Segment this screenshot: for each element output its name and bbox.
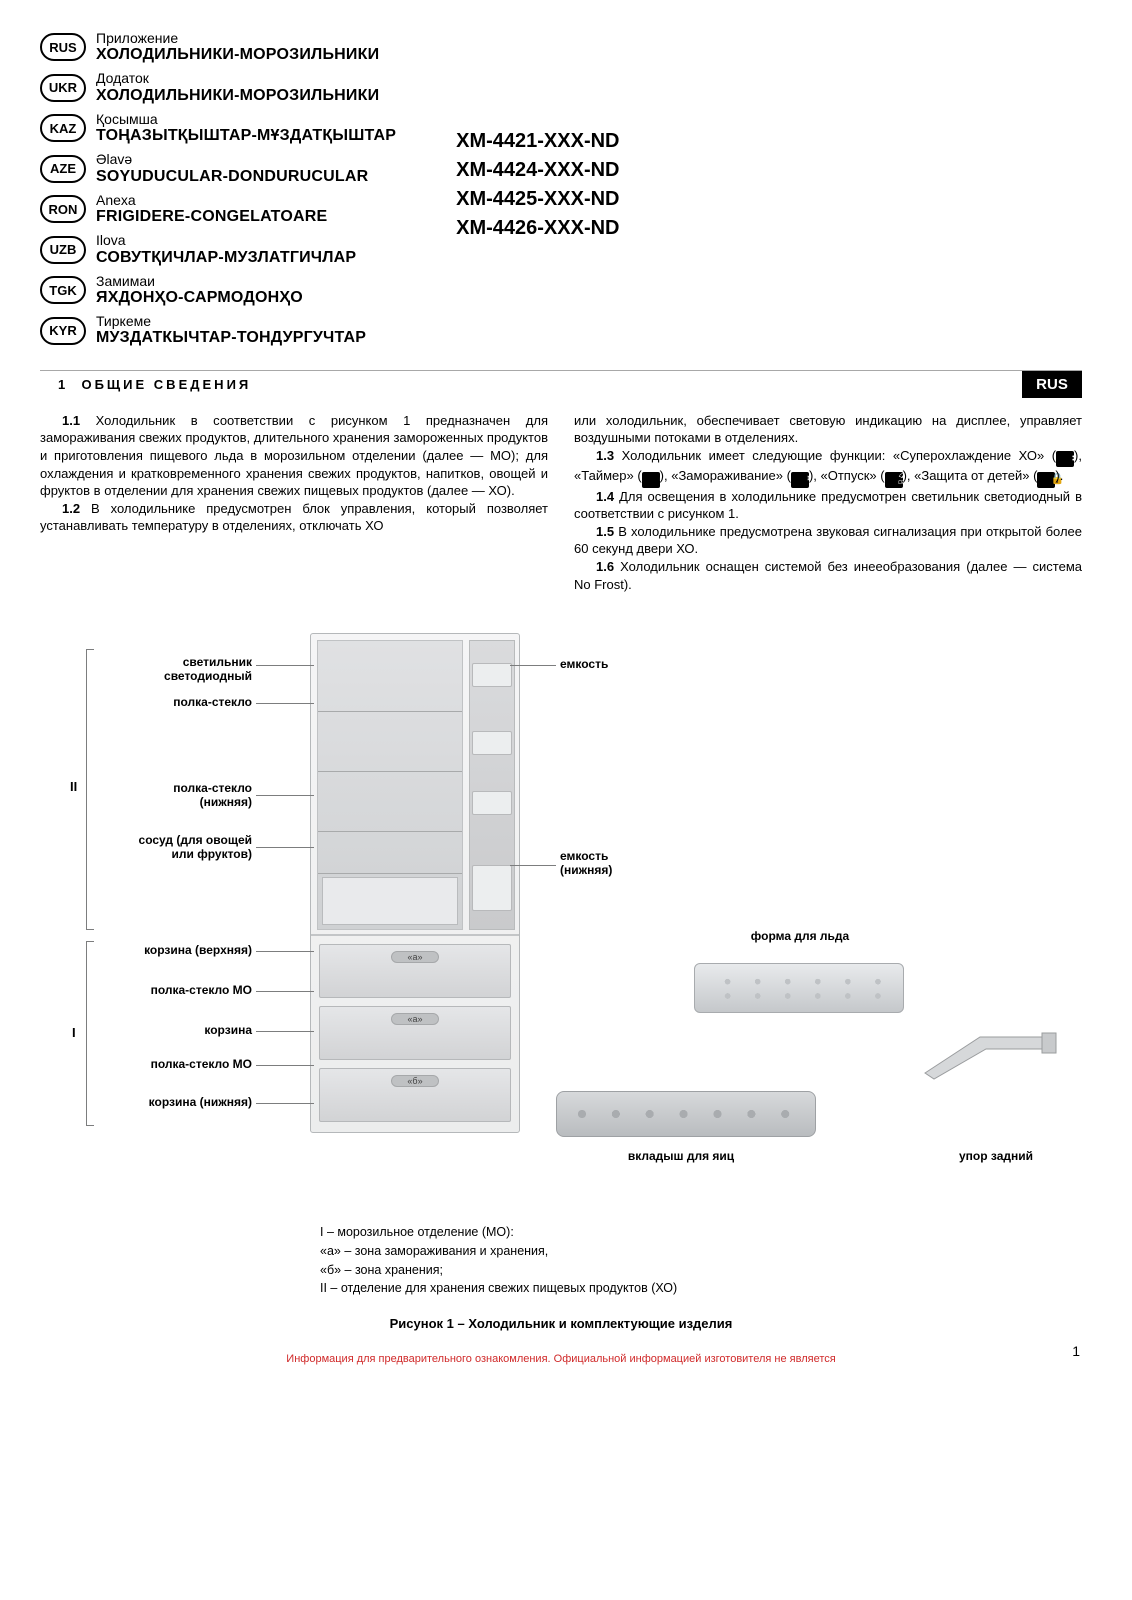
model-number: ХМ-4424-ХХХ-ND <box>456 159 619 182</box>
callout-egg: вкладыш для яиц <box>596 1149 766 1163</box>
callout-shelf-low: полка-стекло (нижняя) <box>112 781 252 809</box>
freeze-icon: ❄ <box>791 472 809 488</box>
ice-tray-illustration <box>694 963 904 1013</box>
fridge-illustration: «а» «а» «б» <box>310 633 520 1133</box>
callout-ice: форма для льда <box>700 929 900 943</box>
section-lang-tag: RUS <box>1022 371 1082 398</box>
lang-row: UKR Додаток ХОЛОДИЛЬНИКИ-МОРОЗИЛЬНИКИ <box>40 70 396 104</box>
lang-row: RON Anexa FRIGIDERE-CONGELATOARE <box>40 192 396 226</box>
lang-row: RUS Приложение ХОЛОДИЛЬНИКИ-МОРОЗИЛЬНИКИ <box>40 30 396 64</box>
disclaimer: Информация для предварительного ознакомл… <box>40 1353 1082 1365</box>
stopper-illustration <box>920 1031 1060 1081</box>
childlock-icon: 🔒 <box>1037 472 1055 488</box>
model-list: ХМ-4421-ХХХ-ND ХМ-4424-ХХХ-ND ХМ-4425-ХХ… <box>396 30 619 240</box>
section-title: 1 ОБЩИЕ СВЕДЕНИЯ <box>40 371 1022 398</box>
lang-badge: RUS <box>40 33 86 61</box>
header-block: RUS Приложение ХОЛОДИЛЬНИКИ-МОРОЗИЛЬНИКИ… <box>40 30 1082 348</box>
callout-shelf: полка-стекло <box>112 695 252 709</box>
egg-tray-illustration <box>556 1091 816 1137</box>
vacation-icon: ⛱ <box>885 472 903 488</box>
callout-led: светильник светодиодный <box>112 655 252 683</box>
callout-container: емкость <box>560 657 608 671</box>
lang-badge: TGK <box>40 276 86 304</box>
lang-badge: RON <box>40 195 86 223</box>
lang-row: AZE Əlavə SOYUDUCULAR-DONDURUCULAR <box>40 151 396 185</box>
page-number: 1 <box>1072 1343 1080 1359</box>
callout-stopper: упор задний <box>936 1149 1056 1163</box>
section-bar: 1 ОБЩИЕ СВЕДЕНИЯ RUS <box>40 370 1082 398</box>
callout-basket: корзина <box>102 1023 252 1037</box>
callout-basket-low: корзина (нижняя) <box>102 1095 252 1109</box>
callout-basket-top: корзина (верхняя) <box>102 943 252 957</box>
lang-big: ХОЛОДИЛЬНИКИ-МОРОЗИЛЬНИКИ <box>96 46 379 64</box>
figure-caption: Рисунок 1 – Холодильник и комплектующие … <box>40 1316 1082 1331</box>
model-number: ХМ-4421-ХХХ-ND <box>456 130 619 153</box>
callout-container-low: емкость (нижняя) <box>560 849 612 877</box>
lang-row: TGK Замимаи ЯХДОНҲО-САРМОДОНҲО <box>40 273 396 307</box>
lang-row: KYR Тиркеме МУЗДАТКЫЧТАР-ТОНДУРГУЧТАР <box>40 313 396 347</box>
lang-small: Приложение <box>96 30 379 46</box>
supercool-icon: ✻ <box>1056 451 1074 467</box>
language-list: RUS Приложение ХОЛОДИЛЬНИКИ-МОРОЗИЛЬНИКИ… <box>40 30 396 348</box>
callout-shelf-mo2: полка-стекло МО <box>102 1057 252 1071</box>
model-number: ХМ-4426-ХХХ-ND <box>456 217 619 240</box>
lang-badge: AZE <box>40 155 86 183</box>
lang-badge: UKR <box>40 74 86 102</box>
lang-badge: KYR <box>40 317 86 345</box>
callout-veg: сосуд (для овощей или фруктов) <box>102 833 252 861</box>
figure-1: II I «а» «а» «б» <box>40 633 1082 1193</box>
callout-shelf-mo: полка-стекло МО <box>102 983 252 997</box>
roman-1: I <box>72 1025 76 1040</box>
model-number: ХМ-4425-ХХХ-ND <box>456 188 619 211</box>
body-text: 1.1 Холодильник в соответствии с рисунко… <box>40 412 1082 593</box>
lang-row: UZB Ilova СОВУТҚИЧЛАР-МУЗЛАТГИЧЛАР <box>40 232 396 266</box>
lang-badge: KAZ <box>40 114 86 142</box>
timer-icon: ◔ <box>642 472 660 488</box>
lang-row: KAZ Қосымша ТОҢАЗЫТҚЫШТАР-МҰЗДАТҚЫШТАР <box>40 111 396 145</box>
lang-badge: UZB <box>40 236 86 264</box>
figure-legend: I – морозильное отделение (МО): «а» – зо… <box>320 1223 1082 1298</box>
roman-2: II <box>70 779 77 794</box>
